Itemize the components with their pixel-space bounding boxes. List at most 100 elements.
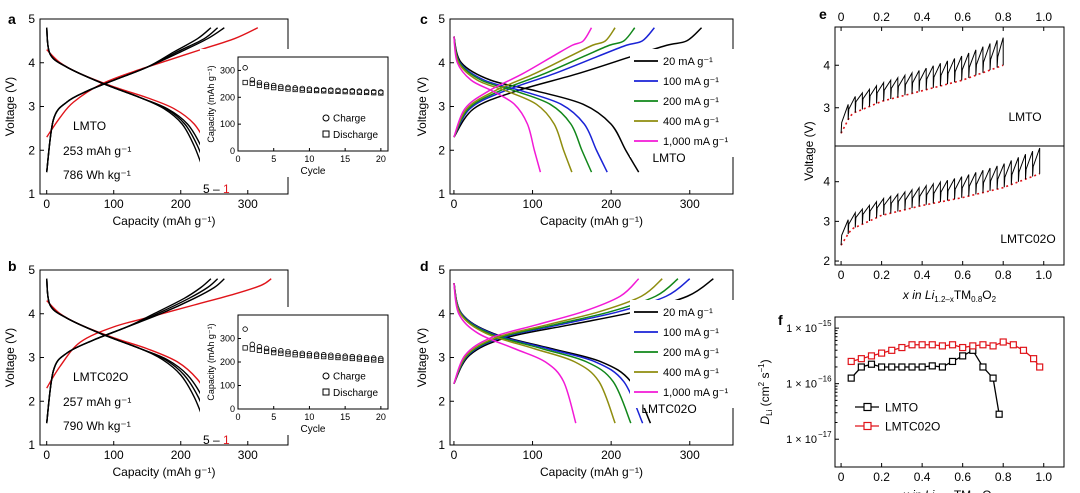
- discharge-curve-4: [453, 36, 542, 173]
- y-tick-label: 2: [28, 143, 35, 157]
- x-tick-label: 0: [43, 448, 50, 462]
- x-label-sub: 0.8: [971, 295, 983, 304]
- x-axis-label: Capacity (mAh g⁻¹): [112, 214, 215, 228]
- y-label-part: D: [758, 416, 772, 425]
- x-tick-label: 0.4: [914, 268, 931, 282]
- data-point: [898, 343, 906, 352]
- discharge-point: [285, 351, 291, 357]
- data-point: [979, 341, 987, 349]
- discharge-point: [306, 353, 313, 359]
- data-point: [979, 363, 987, 371]
- discharge-point: [306, 87, 313, 93]
- x-tick-label: 0.8: [995, 470, 1012, 484]
- inset-x-tick-label: 10: [304, 154, 314, 164]
- top-x-tick-label: 0.2: [873, 10, 890, 24]
- cycle-end: 1: [223, 433, 230, 447]
- x-label-sub: 2: [992, 295, 997, 304]
- top-material-label: LMTO: [1008, 110, 1041, 124]
- discharge-point: [271, 349, 277, 356]
- data-point: [989, 374, 997, 382]
- panel-c: 0 100 200 300 1 2 3 4 5 Capacity (mAh g⁻¹) Voltage…: [415, 12, 736, 228]
- inset-background: [200, 307, 398, 435]
- bottom-equilibrium-curve: [840, 173, 1040, 246]
- legend-label: 1,000 mA g⁻¹: [663, 136, 728, 148]
- legend-discharge-marker: [322, 130, 330, 138]
- x-tick-label: 300: [680, 448, 700, 462]
- x-label-part: TM: [954, 488, 971, 493]
- data-point: [959, 352, 967, 360]
- inset-y-tick-label: 300: [220, 334, 235, 344]
- inset-x-tick-label: 20: [376, 154, 386, 164]
- y-axis-label: Voltage (V): [802, 121, 816, 180]
- inset-x-axis-label: Cycle: [300, 424, 325, 435]
- panel-e: 0 0 0.2 0.2 0.4 0.4 0.6 0.6 0.8 0.8 1.0 1.0 3 4 2 3 4 LMT…: [802, 10, 1065, 304]
- discharge-curve-3: [453, 282, 616, 424]
- x-label-part: x in Li: [902, 488, 935, 493]
- charge-curve-2: [453, 27, 636, 138]
- discharge-point: [363, 89, 370, 96]
- legend-label: 100 mA g⁻¹: [663, 327, 719, 339]
- discharge-point: [285, 86, 291, 92]
- y-tick-label: 3: [28, 351, 35, 365]
- data-point: [867, 360, 876, 368]
- data-point: [908, 341, 916, 349]
- data-point: [1009, 341, 1017, 349]
- x-tick-label: 300: [238, 448, 258, 462]
- y-tick-exponent: −16: [818, 375, 832, 384]
- inset-frame: [237, 56, 389, 152]
- discharge-point: [349, 355, 355, 362]
- top-x-tick-label: 0: [838, 10, 845, 24]
- y-tick-label: 4: [823, 175, 830, 189]
- discharge-point: [299, 87, 305, 93]
- discharge-point: [263, 83, 270, 90]
- discharge-point: [371, 90, 377, 96]
- discharge-point: [292, 352, 298, 358]
- data-point: [938, 363, 947, 371]
- data-point: [857, 363, 865, 371]
- x-axis-label: x in Li1.2–xTM0.8O2: [902, 488, 997, 493]
- cycle-range-label: 5 – 1: [203, 182, 230, 196]
- x-tick-label: 0: [451, 197, 458, 211]
- discharge-point: [256, 347, 263, 353]
- x-tick-label: 0.2: [873, 268, 890, 282]
- legend-discharge-label: Discharge: [333, 388, 378, 399]
- discharge-point: [328, 88, 334, 94]
- y-tick-label: 1 × 10: [786, 379, 817, 391]
- data-point: [908, 363, 916, 371]
- material-label: LMTO: [652, 151, 685, 165]
- x-label-sub: 1.2–x: [934, 295, 954, 304]
- y-axis-label: Voltage (V): [415, 328, 429, 387]
- legend-label: 1,000 mA g⁻¹: [663, 387, 728, 399]
- bottom-material-label: LMTC02O: [1000, 232, 1055, 246]
- y-axis-label: DLi (cm2 s−1): [757, 359, 774, 424]
- charge-point: [249, 77, 255, 83]
- x-axis-label: x in Li1.2–xTM0.8O2: [902, 288, 997, 304]
- discharge-point: [349, 89, 355, 95]
- data-point: [878, 349, 886, 357]
- capacity-label: 257 mAh g⁻¹: [63, 395, 131, 409]
- y-label-sup: 2: [757, 381, 766, 386]
- x-tick-label: 200: [171, 448, 191, 462]
- y-label-sup: −1: [757, 363, 766, 373]
- legend-charge-marker: [322, 114, 330, 122]
- inset-x-tick-label: 5: [271, 412, 276, 422]
- discharge-point: [313, 87, 320, 94]
- discharge-point: [378, 90, 384, 96]
- material-label: LMTO: [73, 119, 106, 133]
- inset-y-tick-label: 100: [220, 381, 235, 391]
- legend-marker: [863, 421, 872, 431]
- series-line-0: [46, 27, 259, 138]
- series-line-7: [46, 27, 205, 173]
- data-point: [1019, 346, 1028, 354]
- y-tick-label: 3: [438, 351, 445, 365]
- inset-x-axis-label: Cycle: [300, 166, 325, 177]
- data-point: [857, 355, 865, 363]
- x-tick-label: 100: [523, 448, 543, 462]
- discharge-curve-0: [453, 36, 640, 173]
- data-point: [847, 374, 855, 382]
- y-tick-label: 4: [438, 307, 445, 321]
- inset-y-tick-label: 200: [220, 357, 235, 367]
- panel-letter: b: [8, 258, 17, 274]
- charge-point: [263, 345, 270, 352]
